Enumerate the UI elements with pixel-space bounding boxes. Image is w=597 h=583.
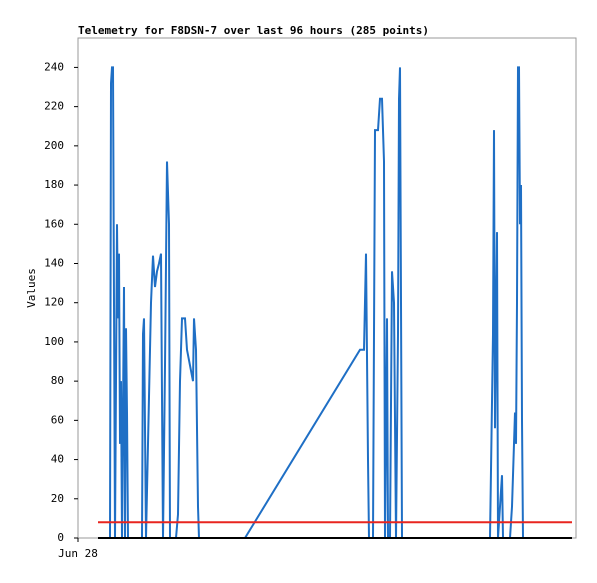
- y-tick-label: 20: [51, 492, 64, 505]
- y-tick-label: 160: [44, 217, 64, 230]
- y-tick-label: 80: [51, 374, 64, 387]
- y-tick-label: 220: [44, 100, 64, 113]
- y-tick-label: 120: [44, 296, 64, 309]
- x-tick-label: Jun 28: [58, 547, 98, 560]
- y-tick-label: 180: [44, 178, 64, 191]
- y-tick-label: 40: [51, 453, 64, 466]
- y-tick-label: 200: [44, 139, 64, 152]
- y-axis-label: Values: [25, 268, 38, 308]
- y-tick-label: 100: [44, 335, 64, 348]
- plot-frame: [77, 37, 577, 539]
- y-tick-label: 140: [44, 256, 64, 269]
- y-tick-label: 240: [44, 60, 64, 73]
- y-tick-label: 60: [51, 413, 64, 426]
- chart-title: Telemetry for F8DSN-7 over last 96 hours…: [78, 24, 429, 37]
- y-tick-label: 0: [57, 531, 64, 544]
- series-line: [109, 66, 524, 539]
